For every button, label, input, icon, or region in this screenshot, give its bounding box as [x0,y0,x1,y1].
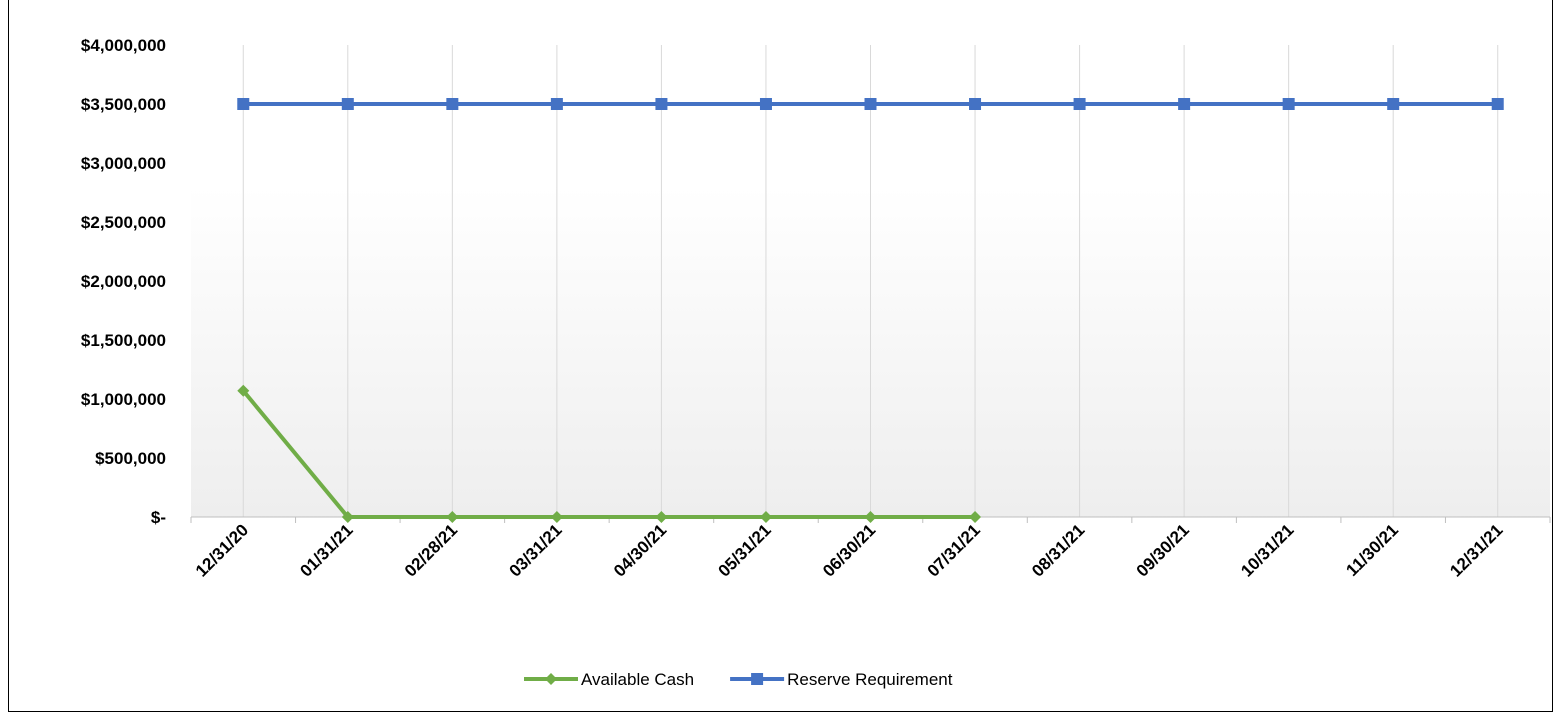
series-reserve-requirement [237,98,1504,110]
data-point-marker [446,98,459,110]
series-line [241,389,976,519]
legend-swatch-marker [545,673,557,685]
legend-swatch-marker [751,673,764,685]
y-axis-labels: $- $500,000 $1,000,000 $1,500,000 $2,000,000… [81,36,166,527]
data-point-marker [864,98,877,110]
x-tick-label: 01/31/21 [296,520,356,580]
data-point-marker [1073,98,1086,110]
y-tick-label: $3,500,000 [81,95,166,114]
x-tick-label: 04/30/21 [610,520,670,580]
y-tick-label: $2,000,000 [81,272,166,291]
data-point-marker [759,511,772,523]
x-tick-label: 05/31/21 [715,520,775,580]
x-tick-label: 07/31/21 [924,520,984,580]
y-tick-label: $1,500,000 [81,331,166,350]
data-point-marker [864,511,877,523]
series-available-cash [237,384,982,523]
legend-item: Available Cash [524,670,694,689]
data-point-marker [1387,98,1400,110]
y-tick-label: $2,500,000 [81,213,166,232]
data-point-marker [759,98,772,110]
data-point-marker [655,98,668,110]
data-point-marker [655,511,668,523]
data-point-marker [341,511,354,523]
x-tick-label: 11/30/21 [1342,520,1402,580]
data-point-marker [969,98,982,110]
x-tick-label: 03/31/21 [505,520,565,580]
data-point-marker [550,98,563,110]
x-tick-label: 10/31/21 [1237,520,1297,580]
data-point-marker [1282,98,1295,110]
legend-label: Available Cash [581,670,694,689]
data-point-marker [969,511,982,523]
data-point-marker [237,384,250,397]
chart-frame: $- $500,000 $1,000,000 $1,500,000 $2,000,000… [8,0,1553,712]
y-tick-label: $4,000,000 [81,36,166,55]
data-point-marker [550,511,563,523]
legend: Available Cash Reserve Requirement [524,670,953,689]
data-point-marker [237,98,250,110]
x-tick-label: 09/30/21 [1133,520,1193,580]
x-tick-label: 06/30/21 [819,520,879,580]
x-tick-label: 12/31/20 [192,520,252,580]
x-tick-label: 12/31/21 [1446,520,1506,580]
data-point-marker [341,98,354,110]
y-tick-label: $1,000,000 [81,390,166,409]
x-axis-labels: 12/31/20 01/31/21 02/28/21 03/31/21 04/30/21… [192,520,1507,580]
data-point-marker [1491,98,1504,110]
data-point-marker [1178,98,1191,110]
gridlines [242,45,1499,517]
legend-item: Reserve Requirement [730,670,953,689]
y-tick-label: $- [151,508,166,527]
legend-label: Reserve Requirement [787,670,953,689]
series-layer [237,98,1504,523]
data-point-marker [446,511,459,523]
y-tick-label: $3,000,000 [81,154,166,173]
x-tick-label: 08/31/21 [1028,520,1088,580]
y-tick-label: $500,000 [95,449,166,468]
x-tick-label: 02/28/21 [401,520,461,580]
line-chart: $- $500,000 $1,000,000 $1,500,000 $2,000,000… [81,36,1551,689]
